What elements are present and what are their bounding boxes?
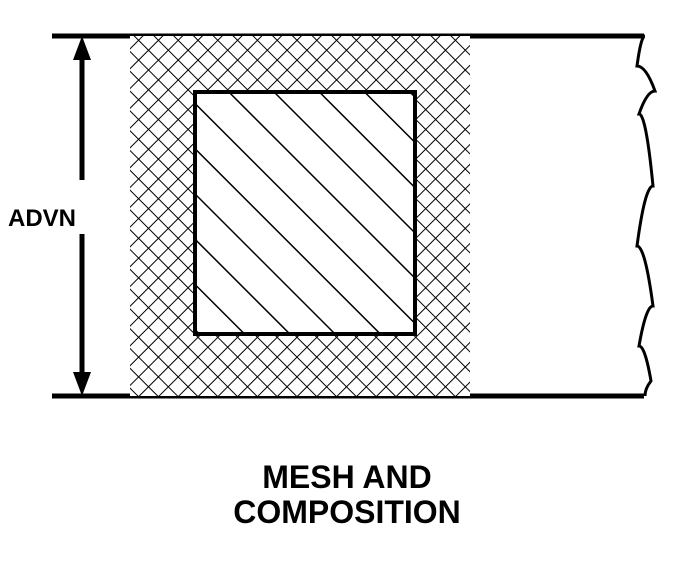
dimension-label: ADVN: [8, 205, 76, 233]
caption-line-1: MESH AND: [262, 459, 431, 495]
diagram-stage: ADVN MESH AND COMPOSITION: [0, 0, 694, 561]
caption-line-2: COMPOSITION: [233, 494, 461, 530]
caption: MESH AND COMPOSITION: [0, 460, 694, 530]
